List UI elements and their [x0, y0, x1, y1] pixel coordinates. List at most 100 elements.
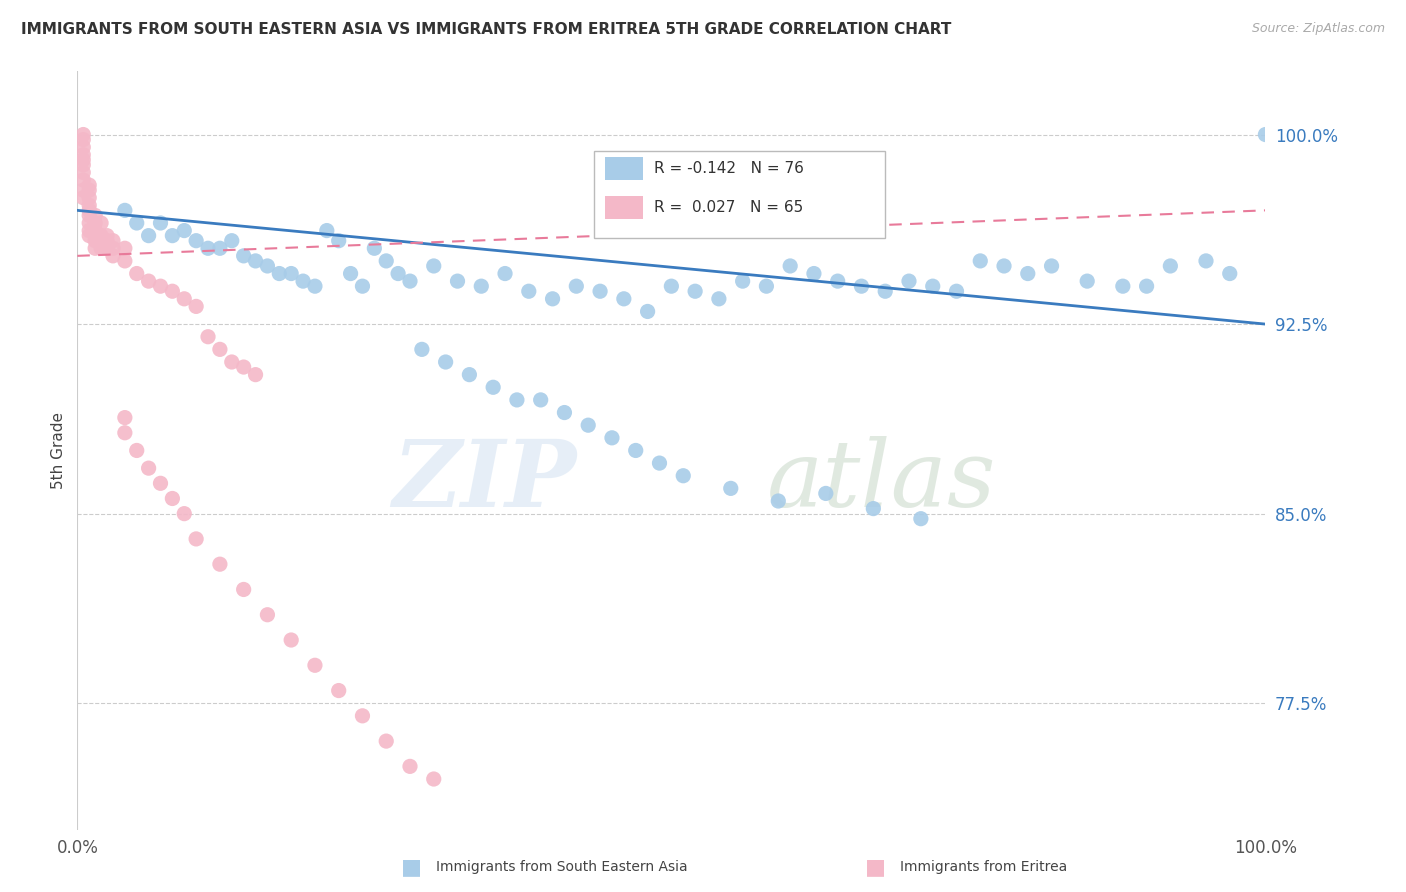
Point — [969, 253, 991, 268]
Point — [458, 368, 481, 382]
Point — [328, 683, 350, 698]
Point — [661, 279, 683, 293]
Point — [221, 355, 243, 369]
Point — [921, 279, 943, 293]
Point — [399, 759, 422, 773]
FancyBboxPatch shape — [605, 196, 643, 219]
Point — [1076, 274, 1098, 288]
Point — [114, 241, 136, 255]
Point — [162, 284, 184, 298]
Point — [245, 253, 267, 268]
Point — [232, 249, 254, 263]
Point — [90, 216, 112, 230]
Text: ■: ■ — [865, 857, 886, 877]
Point — [446, 274, 468, 288]
Point — [851, 279, 873, 293]
Point — [90, 241, 112, 255]
Point — [197, 329, 219, 343]
Point — [827, 274, 849, 288]
Point — [101, 241, 124, 255]
Point — [672, 468, 695, 483]
Point — [72, 183, 94, 197]
Point — [186, 532, 208, 546]
Point — [96, 241, 118, 255]
Point — [114, 203, 136, 218]
Point — [149, 476, 172, 491]
Point — [77, 228, 100, 243]
Point — [72, 158, 94, 172]
Point — [173, 223, 195, 237]
Point — [898, 274, 921, 288]
Point — [945, 284, 967, 298]
Point — [232, 582, 254, 597]
Point — [101, 249, 124, 263]
Point — [96, 228, 118, 243]
Point — [280, 267, 302, 281]
Point — [720, 481, 742, 495]
Point — [910, 511, 932, 525]
Point — [648, 456, 671, 470]
Point — [138, 274, 160, 288]
Point — [72, 140, 94, 154]
Point — [1040, 259, 1063, 273]
Point — [101, 234, 124, 248]
Point — [553, 405, 575, 419]
Point — [352, 279, 374, 293]
Point — [387, 267, 409, 281]
Point — [280, 632, 302, 647]
Point — [423, 772, 446, 786]
Point — [84, 223, 107, 237]
Point — [125, 267, 148, 281]
Point — [208, 241, 231, 255]
Text: atlas: atlas — [766, 436, 995, 525]
Point — [482, 380, 505, 394]
Point — [339, 267, 361, 281]
Point — [600, 431, 623, 445]
Text: Immigrants from Eritrea: Immigrants from Eritrea — [900, 860, 1067, 874]
Point — [72, 147, 94, 161]
Point — [114, 253, 136, 268]
Point — [707, 292, 730, 306]
Point — [77, 191, 100, 205]
Point — [245, 368, 267, 382]
Point — [1159, 259, 1181, 273]
Point — [72, 128, 94, 142]
Text: ■: ■ — [401, 857, 422, 877]
Point — [993, 259, 1015, 273]
Point — [375, 253, 398, 268]
Point — [138, 228, 160, 243]
Point — [72, 132, 94, 146]
Point — [411, 343, 433, 357]
Point — [125, 443, 148, 458]
Point — [517, 284, 540, 298]
Point — [77, 216, 100, 230]
Point — [269, 267, 291, 281]
FancyBboxPatch shape — [605, 157, 643, 180]
Point — [96, 234, 118, 248]
Point — [84, 216, 107, 230]
Point — [755, 279, 778, 293]
Point — [589, 284, 612, 298]
Point — [77, 178, 100, 192]
Point — [232, 359, 254, 374]
Y-axis label: 5th Grade: 5th Grade — [51, 412, 66, 489]
Point — [256, 607, 278, 622]
Point — [683, 284, 706, 298]
Point — [1136, 279, 1159, 293]
Point — [875, 284, 897, 298]
Point — [624, 443, 647, 458]
Point — [292, 274, 315, 288]
Point — [186, 234, 208, 248]
Point — [768, 494, 790, 508]
Point — [72, 153, 94, 167]
Text: R = -0.142   N = 76: R = -0.142 N = 76 — [654, 161, 803, 176]
Point — [197, 241, 219, 255]
Point — [77, 183, 100, 197]
Point — [72, 173, 94, 187]
Text: IMMIGRANTS FROM SOUTH EASTERN ASIA VS IMMIGRANTS FROM ERITREA 5TH GRADE CORRELAT: IMMIGRANTS FROM SOUTH EASTERN ASIA VS IM… — [21, 22, 952, 37]
Point — [304, 658, 326, 673]
Point — [125, 216, 148, 230]
Point — [1112, 279, 1135, 293]
FancyBboxPatch shape — [595, 151, 886, 238]
Point — [779, 259, 801, 273]
